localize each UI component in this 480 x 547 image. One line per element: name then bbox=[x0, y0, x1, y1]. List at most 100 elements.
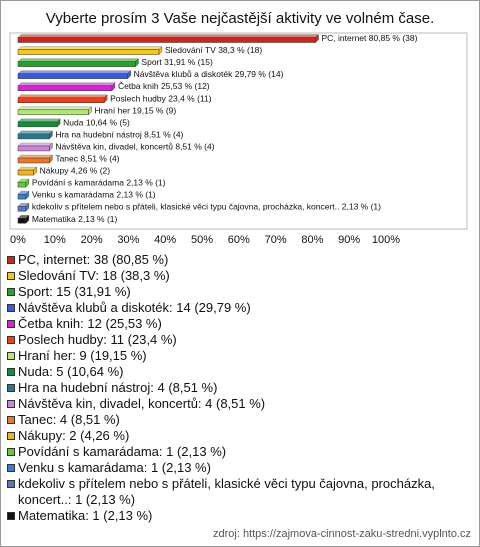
bar-label: Návštěva kin, divadel, koncertů 8,51 % (… bbox=[55, 142, 214, 152]
chart: Vyberte prosím 3 Vaše nejčastější aktivi… bbox=[9, 10, 468, 246]
legend-item: Venku s kamarádama: 1 (2,13 %) bbox=[7, 460, 469, 476]
legend-label: Nuda: 5 (10,64 %) bbox=[18, 364, 124, 379]
bar bbox=[17, 133, 50, 140]
legend-label: Poslech hudby: 11 (23,4 %) bbox=[18, 332, 177, 347]
legend-label: Návštěva klubů a diskoték: 14 (29,79 %) bbox=[18, 300, 251, 315]
bar-value-label: 2,13 % (1) bbox=[126, 178, 165, 188]
x-tick-label: 50% bbox=[191, 234, 213, 246]
bar-category: Četba knih bbox=[118, 81, 159, 91]
bar-label: Poslech hudby 23,4 % (11) bbox=[110, 94, 212, 104]
bar-top bbox=[17, 34, 320, 38]
x-tick-label: 60% bbox=[228, 234, 250, 246]
legend-label: kdekoliv s přítelem nebo s přáteli, klas… bbox=[18, 476, 435, 507]
bar-value-label: 80,85 % (38) bbox=[369, 33, 418, 43]
bar-category: PC, internet bbox=[322, 33, 368, 43]
bar-label: kdekoliv s přítelem nebo s přáteli, klas… bbox=[32, 202, 381, 212]
bar-label: PC, internet 80,85 % (38) bbox=[322, 33, 418, 43]
bar-category: Venku s kamarádama bbox=[32, 190, 114, 200]
bar-category: Nákupy bbox=[40, 166, 70, 176]
bar-top bbox=[17, 118, 61, 123]
bar-top bbox=[17, 82, 116, 86]
x-tick-label: 0% bbox=[10, 234, 26, 246]
bar-label: Sledování TV 38,3 % (18) bbox=[165, 45, 262, 55]
x-tick-label: 70% bbox=[265, 234, 287, 246]
bar-value-label: 38,3 % (18) bbox=[218, 45, 262, 55]
bar bbox=[17, 49, 160, 55]
bar-category: Matematika bbox=[32, 214, 76, 224]
bar-category: Návštěva klubů a diskoték bbox=[134, 69, 233, 79]
legend-swatch bbox=[7, 304, 15, 312]
legend-swatch bbox=[7, 352, 15, 360]
bar bbox=[17, 85, 113, 91]
bar-value-label: 2,13 % (1) bbox=[116, 190, 155, 200]
bar-category: Návštěva kin, divadel, koncertů bbox=[55, 142, 173, 152]
legend-item: Tanec: 4 (8,51 %) bbox=[7, 412, 469, 428]
chart-title: Vyberte prosím 3 Vaše nejčastější aktivi… bbox=[46, 10, 435, 27]
bar-label: Hra na hudební nástroj 8,51 % (4) bbox=[55, 130, 183, 140]
bar-label: Nákupy 4,26 % (2) bbox=[40, 166, 111, 176]
bar-value-label: 8,51 % (4) bbox=[144, 130, 183, 140]
bar-value-label: 23,4 % (11) bbox=[168, 94, 211, 104]
legend-label: Venku s kamarádama: 1 (2,13 %) bbox=[18, 460, 211, 475]
bar-category: Nuda bbox=[63, 118, 84, 128]
legend-label: Povídání s kamarádama: 1 (2,13 %) bbox=[18, 444, 227, 459]
bar bbox=[17, 169, 34, 176]
legend-item: Četba knih: 12 (25,53 %) bbox=[7, 316, 469, 332]
bar-value-label: 2,13 % (1) bbox=[78, 214, 117, 224]
bar bbox=[17, 61, 136, 67]
bar-label: Povídání s kamarádama 2,13 % (1) bbox=[32, 178, 166, 188]
bar-value-label: 25,53 % (12) bbox=[161, 81, 210, 91]
bar-category: Tanec bbox=[55, 154, 78, 164]
legend-swatch bbox=[7, 336, 15, 344]
legend-item: Nuda: 5 (10,64 %) bbox=[7, 364, 469, 380]
bar bbox=[17, 73, 128, 79]
legend-swatch bbox=[7, 272, 15, 280]
bar-value-label: 2,13 % (1) bbox=[342, 202, 381, 212]
legend-swatch bbox=[7, 416, 15, 424]
bar-top bbox=[17, 58, 139, 62]
legend-label: PC, internet: 38 (80,85 %) bbox=[18, 252, 169, 267]
legend-label: Tanec: 4 (8,51 %) bbox=[18, 412, 120, 427]
bar-label: Sport 31,91 % (15) bbox=[141, 57, 213, 67]
bar-top bbox=[17, 106, 92, 111]
bar-category: Sledování TV bbox=[165, 45, 216, 55]
legend-label: Matematika: 1 (2,13 %) bbox=[18, 508, 153, 523]
bar-value-label: 8,51 % (4) bbox=[80, 154, 119, 164]
bar-value-label: 4,26 % (2) bbox=[71, 166, 110, 176]
bar-category: kdekoliv s přítelem nebo s přáteli, klas… bbox=[32, 202, 340, 212]
legend-swatch bbox=[7, 448, 15, 456]
legend-item: Hra na hudební nástroj: 4 (8,51 %) bbox=[7, 380, 469, 396]
plot-frame bbox=[9, 32, 468, 230]
bar bbox=[17, 181, 27, 188]
bar-label: Venku s kamarádama 2,13 % (1) bbox=[32, 190, 156, 200]
bar-category: Sport bbox=[141, 57, 162, 67]
legend-item: PC, internet: 38 (80,85 %) bbox=[7, 252, 469, 268]
bar bbox=[17, 37, 316, 43]
bar-value-label: 29,79 % (14) bbox=[235, 69, 284, 79]
x-tick-label: 90% bbox=[338, 234, 360, 246]
legend-label: Hra na hudební nástroj: 4 (8,51 %) bbox=[18, 380, 218, 395]
legend-swatch bbox=[7, 480, 15, 488]
x-tick-label: 40% bbox=[154, 234, 176, 246]
legend-item: kdekoliv s přítelem nebo s přáteli, klas… bbox=[7, 476, 469, 508]
bar bbox=[17, 205, 27, 212]
bar bbox=[17, 121, 58, 128]
bar-category: Hraní her bbox=[94, 106, 130, 116]
bar bbox=[17, 145, 50, 152]
legend-swatch bbox=[7, 384, 15, 392]
bar bbox=[17, 193, 27, 200]
legend-label: Sport: 15 (31,91 %) bbox=[18, 284, 131, 299]
legend-label: Hraní her: 9 (19,15 %) bbox=[18, 348, 147, 363]
legend: PC, internet: 38 (80,85 %) Sledování TV: … bbox=[7, 252, 469, 524]
source: zdroj: https://zajmova-cinnost-zaku-stre… bbox=[213, 528, 471, 540]
legend-item: Hraní her: 9 (19,15 %) bbox=[7, 348, 469, 364]
legend-label: Sledování TV: 18 (38,3 %) bbox=[18, 268, 170, 283]
bar-top bbox=[17, 70, 132, 74]
x-tick-label: 30% bbox=[117, 234, 139, 246]
x-tick-label: 10% bbox=[44, 234, 66, 246]
bar-category: Poslech hudby bbox=[110, 94, 167, 104]
bar-label: Četba knih 25,53 % (12) bbox=[118, 81, 210, 91]
legend-swatch bbox=[7, 432, 15, 440]
bar-top bbox=[17, 130, 53, 135]
bar-label: Tanec 8,51 % (4) bbox=[55, 154, 119, 164]
